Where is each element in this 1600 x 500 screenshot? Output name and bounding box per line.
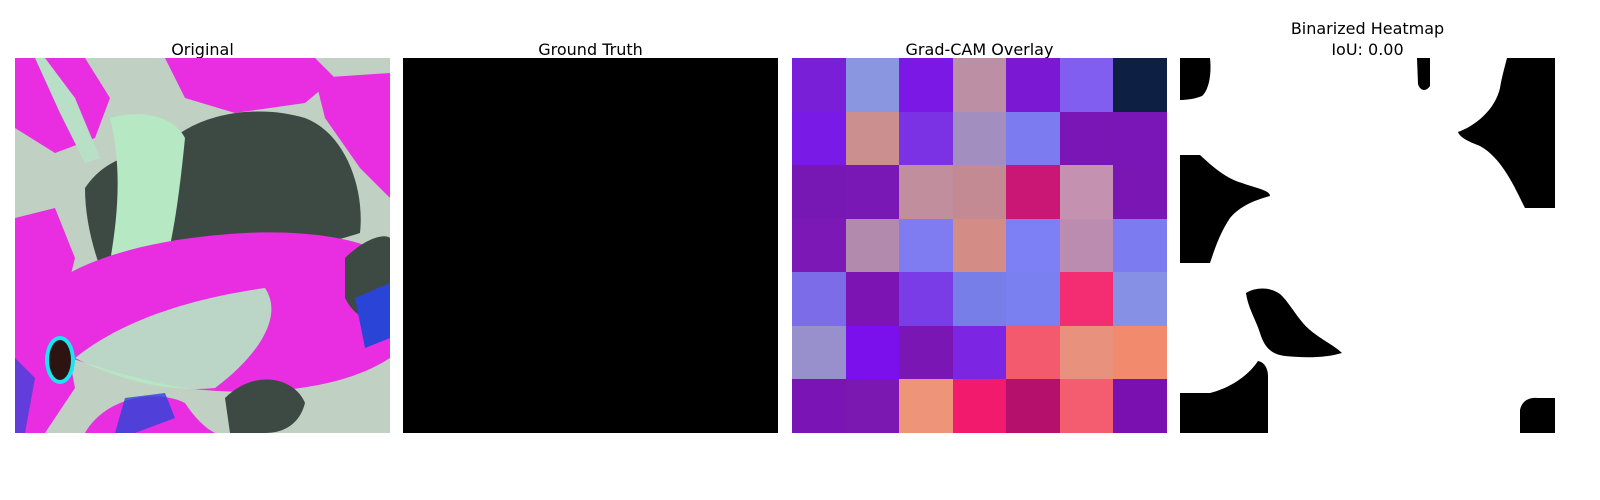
- original-title: Original: [171, 40, 234, 59]
- gradcam-panel: Grad-CAM Overlay: [792, 0, 1167, 440]
- iou-label: IoU: 0.00: [1331, 40, 1404, 59]
- leaf-top-center: [165, 58, 335, 113]
- edge-blue-right: [355, 283, 390, 348]
- gradcam-cell: [953, 165, 1006, 219]
- gradcam-cell: [1006, 112, 1060, 165]
- gradcam-cell: [899, 326, 953, 379]
- ground-truth-panel: Ground Truth: [403, 0, 778, 440]
- gradcam-cell: [1060, 326, 1113, 379]
- blob-top-notch: [1417, 58, 1430, 90]
- gradcam-cell: [846, 165, 899, 219]
- gradcam-cell: [1060, 272, 1113, 326]
- ground-truth-title: Ground Truth: [538, 40, 643, 59]
- leaf-photo: [15, 58, 390, 433]
- gradcam-cell: [846, 272, 899, 326]
- gradcam-cell: [792, 219, 846, 272]
- gradcam-cell: [1006, 58, 1060, 112]
- gradcam-cell: [899, 379, 953, 433]
- gradcam-cell: [1113, 219, 1167, 272]
- binarized-panel: Binarized Heatmap IoU: 0.00: [1180, 0, 1555, 440]
- leaf-stem-top: [35, 58, 100, 163]
- leaf-dark-upper: [154, 111, 361, 268]
- gradcam-cell: [792, 379, 846, 433]
- gradcam-cell: [1113, 165, 1167, 219]
- gradcam-cell: [846, 326, 899, 379]
- gradcam-cell: [899, 165, 953, 219]
- gradcam-cell: [792, 112, 846, 165]
- gradcam-cell: [792, 272, 846, 326]
- leaf-mint-vein: [75, 288, 272, 389]
- gradcam-cell: [846, 58, 899, 112]
- edge-blue-left: [15, 358, 35, 433]
- gradcam-cell: [1006, 272, 1060, 326]
- gradcam-overlay: [792, 58, 1167, 433]
- gradcam-cell: [953, 112, 1006, 165]
- gradcam-cell: [899, 58, 953, 112]
- gradcam-cell: [1060, 219, 1113, 272]
- binarized-heatmap: [1180, 58, 1555, 433]
- blob-bottom-left: [1180, 361, 1268, 433]
- gradcam-cell: [792, 58, 846, 112]
- gradcam-cell: [1113, 379, 1167, 433]
- ground-truth-fill: [403, 58, 778, 433]
- gradcam-cell: [899, 112, 953, 165]
- gradcam-cell: [899, 272, 953, 326]
- blob-center-bottom: [1246, 288, 1342, 358]
- blob-top-right: [1458, 58, 1555, 208]
- gradcam-cell: [953, 272, 1006, 326]
- gradcam-title: Grad-CAM Overlay: [905, 40, 1054, 59]
- gradcam-cell: [1060, 379, 1113, 433]
- blob-bottom-right: [1520, 397, 1555, 433]
- gradcam-cell: [846, 112, 899, 165]
- original-image: [15, 58, 390, 433]
- ground-truth-mask: [403, 58, 778, 433]
- gradcam-cell: [1006, 326, 1060, 379]
- blob-left-middle: [1180, 155, 1270, 263]
- binarized-title: Binarized Heatmap IoU: 0.00: [1180, 18, 1555, 60]
- gradcam-cell: [1113, 58, 1167, 112]
- gradcam-cell: [792, 326, 846, 379]
- gradcam-cell: [1113, 112, 1167, 165]
- gradcam-cell: [1006, 379, 1060, 433]
- leaf-top-right: [315, 73, 390, 198]
- gradcam-cell: [1060, 112, 1113, 165]
- gradcam-cell: [1060, 58, 1113, 112]
- gradcam-cell: [846, 379, 899, 433]
- blob-top-left: [1180, 58, 1211, 100]
- hole: [49, 340, 71, 380]
- original-panel: Original: [15, 0, 390, 440]
- gradcam-cell: [1006, 165, 1060, 219]
- gradcam-cell: [899, 219, 953, 272]
- leaf-dark-bottom: [225, 379, 305, 433]
- gradcam-cell: [1006, 219, 1060, 272]
- gradcam-cell: [792, 165, 846, 219]
- edge-blue-bottom: [115, 393, 175, 433]
- gradcam-cell: [953, 379, 1006, 433]
- gradcam-cell: [1113, 326, 1167, 379]
- gradcam-cell: [1113, 272, 1167, 326]
- gradcam-cell: [1060, 165, 1113, 219]
- gradcam-cell: [953, 58, 1006, 112]
- gradcam-cell: [846, 219, 899, 272]
- binary-mask: [1180, 58, 1555, 433]
- gradcam-cell: [953, 219, 1006, 272]
- gradcam-grid: [792, 58, 1167, 433]
- gradcam-cell: [953, 326, 1006, 379]
